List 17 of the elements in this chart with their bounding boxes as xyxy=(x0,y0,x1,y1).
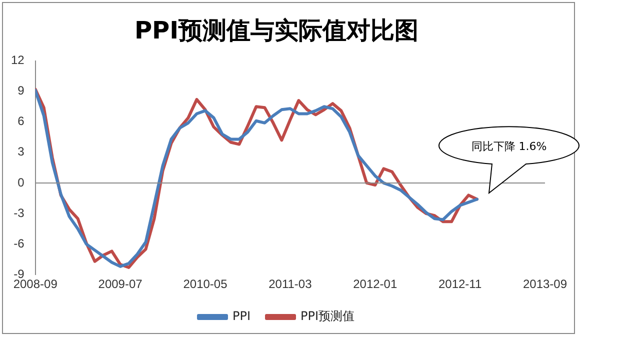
x-tick-label: 2013-09 xyxy=(522,277,568,292)
x-tick-label: 2012-11 xyxy=(438,277,482,292)
legend-label: PPI预测值 xyxy=(300,309,355,324)
y-tick-label: 12 xyxy=(10,53,25,68)
y-tick-label: 0 xyxy=(18,175,25,190)
y-tick-label: 6 xyxy=(18,114,25,128)
legend-label: PPI xyxy=(232,309,251,324)
x-tick-label: 2012-01 xyxy=(353,277,398,292)
y-tick-label: -6 xyxy=(14,236,25,250)
y-tick-label: 3 xyxy=(18,144,25,159)
x-tick-label: 2009-07 xyxy=(98,277,143,292)
annotation: 同比下降 1.6% xyxy=(472,140,548,154)
x-tick-label: 2011-03 xyxy=(268,277,312,292)
x-tick-label: 2010-05 xyxy=(183,277,228,292)
y-tick-label: 9 xyxy=(18,84,25,98)
y-tick-label: -3 xyxy=(14,206,25,220)
chart-title: PPI预测值与实际值对比图 xyxy=(134,16,419,45)
